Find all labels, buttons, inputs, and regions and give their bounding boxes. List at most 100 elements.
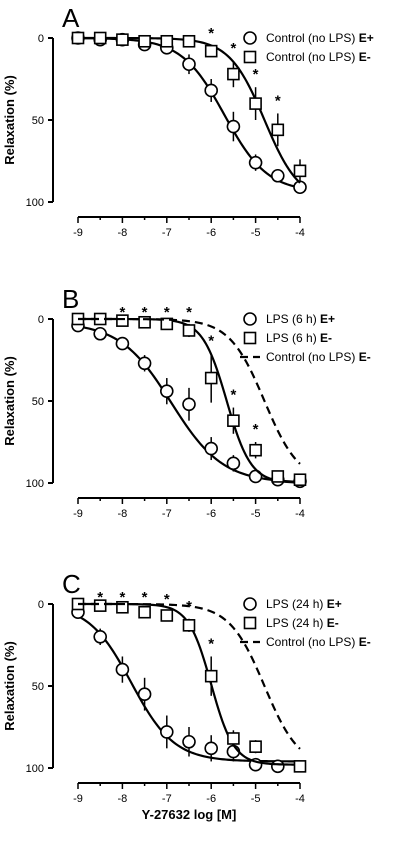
data-point-square — [138, 605, 151, 619]
legend-marker-circle — [243, 597, 257, 611]
x-tick-label: -6 — [206, 227, 216, 239]
legend-marker-circle — [243, 312, 257, 326]
data-point-square — [116, 33, 129, 46]
panel-label: B — [62, 284, 79, 314]
significance-asterisk: * — [208, 635, 214, 652]
data-point-square — [271, 470, 285, 483]
x-tick-label: -9 — [73, 227, 83, 239]
legend-label: LPS (24 h) E- — [266, 616, 339, 630]
series-3 — [78, 602, 301, 750]
data-point-circle — [270, 168, 285, 183]
legend-marker-square — [243, 50, 257, 64]
legend-label: Control (no LPS) E- — [266, 50, 371, 64]
legend-label-suffix: E+ — [320, 312, 335, 326]
data-point-circle — [182, 57, 196, 72]
significance-asterisk: * — [253, 66, 259, 83]
data-point-square — [182, 324, 196, 337]
legend-label: Control (no LPS) E- — [266, 635, 371, 649]
x-tick-label: -4 — [295, 793, 305, 805]
series-2: * * * * * * * — [71, 304, 307, 487]
panel-label: C — [62, 569, 81, 599]
y-tick-label: 50 — [32, 115, 44, 127]
data-point-square — [204, 371, 218, 385]
y-axis-title: Relaxation (%) — [2, 75, 17, 165]
legend-label-suffix: E- — [359, 50, 371, 64]
legend-label: LPS (6 h) E+ — [266, 312, 335, 326]
significance-asterisk: * — [142, 589, 148, 606]
x-tick-label: -6 — [206, 793, 216, 805]
significance-asterisk: * — [164, 304, 170, 321]
data-point-square — [138, 34, 151, 48]
data-point-square — [204, 44, 218, 58]
data-point-circle — [182, 734, 196, 749]
data-point-circle — [137, 687, 152, 702]
x-tick-label: -5 — [251, 793, 261, 805]
significance-asterisk: * — [119, 304, 125, 321]
y-axis-title: Relaxation (%) — [2, 356, 17, 446]
data-point-square — [138, 315, 151, 329]
data-point-circle — [137, 356, 152, 371]
data-point-square — [182, 34, 196, 48]
legend-label: LPS (6 h) E- — [266, 331, 332, 345]
x-tick-label: -9 — [73, 793, 83, 805]
data-point-square — [71, 31, 85, 45]
legend: LPS (6 h) E+ LPS (6 h) E- Control (no LPS)… — [240, 312, 371, 364]
x-tick-label: -9 — [73, 508, 83, 520]
data-point-square — [227, 414, 240, 427]
y-tick-label: 0 — [38, 314, 44, 326]
significance-asterisk: * — [208, 25, 214, 42]
y-tick-label: 50 — [32, 396, 44, 408]
data-point-square — [293, 473, 307, 487]
data-point-square — [182, 619, 196, 632]
x-tick-label: -6 — [206, 508, 216, 520]
legend-label-suffix: E- — [359, 635, 371, 649]
data-point-square — [116, 314, 129, 327]
significance-asterisk: * — [275, 92, 281, 109]
data-point-circle — [248, 155, 263, 170]
legend-label-suffix: E+ — [359, 31, 374, 45]
x-tick-label: -4 — [295, 227, 305, 239]
y-tick-label: 50 — [32, 681, 44, 693]
legend-label-text: Control (no LPS) — [266, 50, 359, 64]
legend-label: Control (no LPS) E- — [266, 350, 371, 364]
significance-asterisk: * — [253, 421, 259, 438]
legend: LPS (24 h) E+LPS (24 h) E-Control (no LP… — [240, 597, 371, 649]
x-tick-label: -8 — [118, 508, 128, 520]
x-tick-label: -7 — [162, 793, 172, 805]
x-tick-label: -5 — [251, 227, 261, 239]
data-point-square — [249, 97, 262, 110]
y-tick-label: 0 — [38, 33, 44, 45]
legend-label-suffix: E- — [320, 331, 332, 345]
x-tick-label: -5 — [251, 508, 261, 520]
panel-label: A — [62, 3, 80, 33]
significance-asterisk: * — [164, 591, 170, 608]
data-point-square — [227, 67, 240, 81]
significance-asterisk: * — [186, 304, 192, 321]
data-point-square — [93, 599, 107, 612]
data-point-circle — [226, 119, 241, 134]
legend-label-text: Control (no LPS) — [266, 635, 359, 649]
data-point-square — [271, 123, 285, 137]
data-point-circle — [204, 741, 218, 756]
significance-asterisk: * — [119, 589, 125, 606]
data-point-circle — [204, 441, 218, 456]
data-point-circle — [115, 336, 130, 351]
y-axis-title: Relaxation (%) — [2, 641, 17, 731]
data-point-circle — [160, 384, 174, 398]
data-point-square — [227, 732, 240, 745]
data-point-square — [160, 317, 174, 331]
data-point-square — [293, 760, 307, 773]
significance-asterisk: * — [142, 304, 148, 321]
significance-asterisk: * — [208, 332, 214, 349]
legend-label-suffix: E- — [327, 616, 339, 630]
panel-a: A 0 50 100 Relaxation (%) -9 -8 -7 -6 -5 -4 * * * * Con… — [2, 3, 374, 239]
fit-curve — [77, 325, 301, 484]
significance-asterisk: * — [230, 40, 236, 57]
data-point-circle — [226, 456, 241, 471]
y-tick-label: 100 — [26, 197, 44, 209]
legend-label-text: LPS (24 h) — [266, 597, 327, 611]
dashed-fit-curve — [78, 317, 301, 465]
data-point-circle — [270, 759, 285, 774]
data-point-square — [249, 443, 262, 457]
